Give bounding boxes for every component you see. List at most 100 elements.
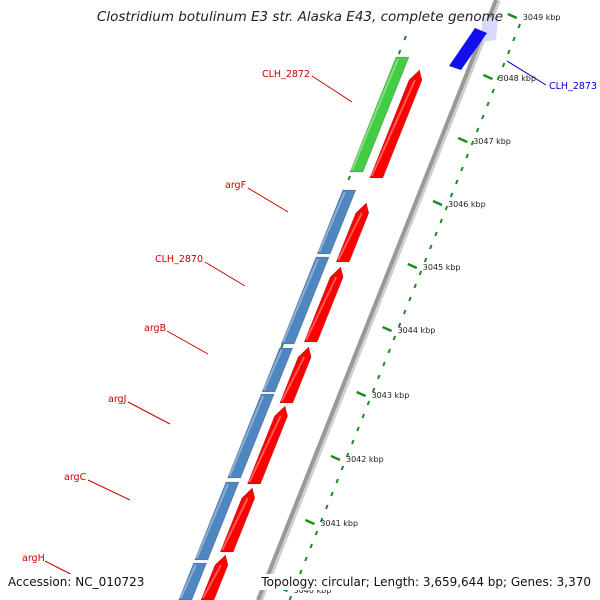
gene-label-leader bbox=[506, 60, 547, 86]
outer-tick bbox=[397, 49, 402, 55]
inner-tick bbox=[512, 36, 516, 42]
inner-tick bbox=[475, 127, 480, 133]
inner-tick bbox=[371, 387, 376, 393]
forward-gene-arrow[interactable] bbox=[335, 202, 370, 263]
kbp-label: 3044 kbp bbox=[398, 326, 436, 335]
gene-argF-shine bbox=[318, 191, 346, 253]
inner-tick bbox=[507, 49, 511, 55]
major-tick bbox=[482, 73, 493, 81]
major-tick bbox=[457, 136, 468, 144]
inner-tick bbox=[423, 257, 428, 263]
inner-tick bbox=[444, 205, 449, 211]
major-tick bbox=[507, 12, 518, 20]
inner-tick bbox=[377, 374, 381, 380]
inner-tick bbox=[460, 166, 464, 172]
inner-tick bbox=[299, 569, 303, 575]
gene-CLH_2870-shine bbox=[282, 258, 319, 343]
gene-label-leader bbox=[127, 401, 171, 425]
inner-tick bbox=[517, 23, 521, 29]
inner-tick bbox=[486, 101, 490, 107]
forward-gene-arrow[interactable] bbox=[303, 266, 344, 343]
kbp-label: 3046 kbp bbox=[448, 200, 486, 209]
gene-CLH_2872[interactable] bbox=[349, 56, 410, 173]
gene-label-CLH_2873[interactable]: CLH_2873 bbox=[549, 81, 597, 92]
outer-tick bbox=[403, 35, 407, 41]
gene-argF[interactable] bbox=[316, 189, 357, 255]
inner-tick bbox=[356, 426, 360, 432]
inner-tick bbox=[345, 452, 350, 458]
gene-argB-shine bbox=[263, 349, 283, 391]
inner-tick bbox=[439, 218, 443, 224]
major-tick bbox=[330, 454, 341, 462]
kbp-label: 3048 kbp bbox=[498, 74, 536, 83]
gene-label-leader bbox=[204, 261, 246, 287]
outer-tick bbox=[280, 343, 284, 349]
gene-label-argC[interactable]: argC bbox=[64, 472, 87, 483]
kbp-label: 3043 kbp bbox=[372, 391, 410, 400]
forward-gene-arrow[interactable] bbox=[219, 487, 256, 553]
forward-gene-arrow-shine bbox=[202, 564, 222, 599]
inner-tick bbox=[309, 543, 313, 549]
major-tick bbox=[382, 325, 393, 333]
gene-label-leader bbox=[87, 479, 131, 501]
gene-label-leader bbox=[247, 187, 289, 213]
inner-tick bbox=[288, 595, 293, 600]
major-tick bbox=[407, 262, 418, 270]
gene-label-leader bbox=[166, 330, 209, 355]
inner-tick bbox=[501, 62, 506, 68]
inner-tick bbox=[429, 244, 433, 250]
gene-label-argH[interactable]: argH bbox=[22, 553, 45, 564]
inner-tick bbox=[392, 335, 397, 341]
inner-tick bbox=[491, 88, 495, 94]
inner-tick bbox=[470, 140, 475, 146]
gene-label-CLH_2872[interactable]: CLH_2872 bbox=[262, 69, 310, 80]
inner-tick bbox=[325, 504, 329, 510]
accession-label: Accession: NC_010723 bbox=[8, 574, 148, 590]
forward-gene-arrow[interactable] bbox=[200, 554, 229, 600]
selected-gene-ghost bbox=[482, 18, 498, 42]
kbp-label: 3041 kbp bbox=[320, 519, 358, 528]
inner-tick bbox=[434, 231, 438, 237]
inner-tick bbox=[351, 439, 355, 445]
forward-gene-arrow[interactable] bbox=[279, 346, 312, 404]
gene-argJ[interactable] bbox=[227, 393, 275, 479]
major-tick bbox=[356, 390, 367, 398]
forward-gene-arrow-shine bbox=[221, 497, 249, 551]
inner-tick bbox=[366, 400, 371, 406]
gene-label-argJ[interactable]: argJ bbox=[108, 394, 126, 405]
gene-argH[interactable] bbox=[178, 562, 208, 600]
inner-tick bbox=[361, 413, 365, 419]
inner-tick bbox=[314, 530, 319, 536]
gene-argC[interactable] bbox=[194, 481, 240, 561]
gene-CLH_2870[interactable] bbox=[280, 256, 330, 345]
kbp-label: 3042 kbp bbox=[346, 455, 384, 464]
gene-label-argB[interactable]: argB bbox=[144, 323, 166, 334]
genome-stats: Topology: circular; Length: 3,659,644 bp… bbox=[258, 574, 591, 590]
backbone-line bbox=[256, 0, 498, 600]
inner-tick bbox=[319, 517, 324, 523]
inner-tick bbox=[403, 309, 407, 315]
outer-tick bbox=[347, 175, 351, 181]
inner-tick bbox=[304, 556, 308, 562]
gene-label-argF[interactable]: argF bbox=[225, 180, 246, 191]
inner-tick bbox=[481, 114, 485, 120]
gene-label-CLH_2870[interactable]: CLH_2870 bbox=[155, 254, 203, 265]
gene-CLH_2873[interactable] bbox=[449, 28, 487, 70]
gene-argB[interactable] bbox=[261, 347, 294, 393]
inner-tick bbox=[387, 348, 391, 354]
kbp-label: 3049 kbp bbox=[523, 13, 561, 22]
forward-gene-arrow-shine bbox=[248, 415, 282, 483]
major-tick bbox=[432, 199, 443, 207]
inner-tick bbox=[335, 478, 339, 484]
inner-tick bbox=[455, 179, 459, 185]
forward-gene-arrow[interactable] bbox=[369, 69, 423, 179]
inner-tick bbox=[465, 153, 469, 159]
forward-gene-arrow-shine bbox=[305, 276, 338, 341]
gene-argJ-shine bbox=[228, 395, 265, 477]
forward-gene-arrow[interactable] bbox=[246, 405, 288, 485]
major-tick bbox=[304, 518, 315, 526]
inner-tick bbox=[408, 296, 412, 302]
inner-tick bbox=[397, 322, 402, 328]
forward-gene-arrow-shine bbox=[370, 79, 416, 177]
